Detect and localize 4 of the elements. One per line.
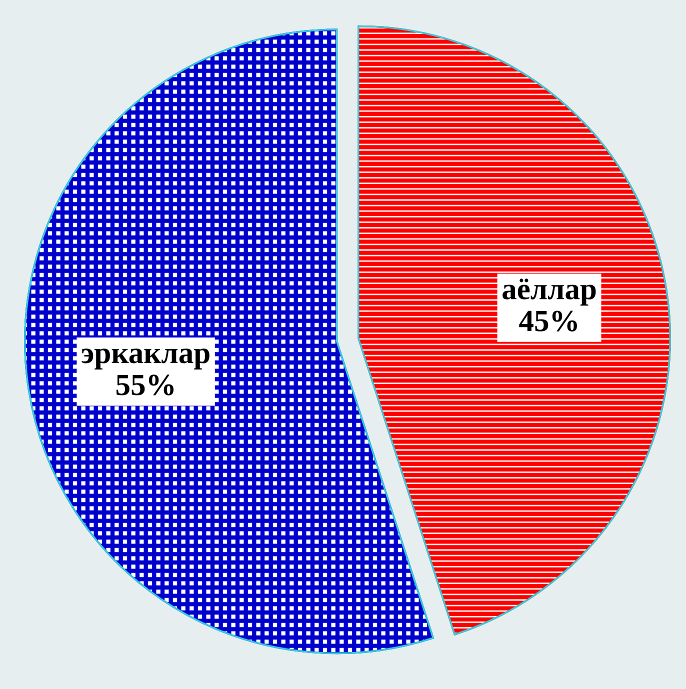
slice-label: эркаклар bbox=[82, 348, 210, 370]
slice-label: аёллар bbox=[502, 278, 596, 306]
data-label: 55% bbox=[116, 374, 174, 396]
data-label: 45% bbox=[519, 310, 577, 332]
